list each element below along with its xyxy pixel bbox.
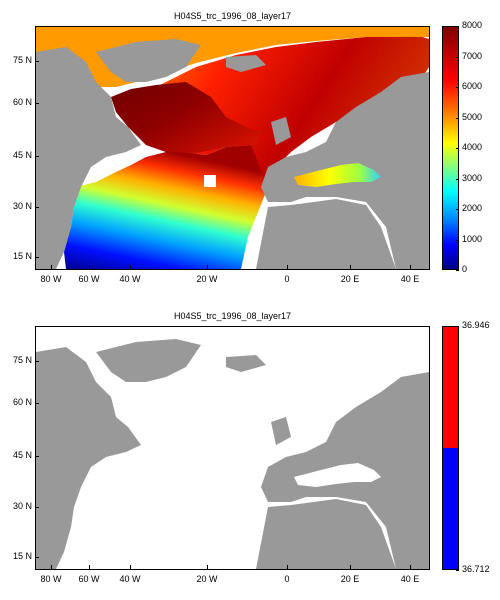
longitude-tick — [287, 565, 288, 569]
colorbar-tick — [456, 148, 459, 149]
longitude-tick — [350, 565, 351, 569]
colorbar-tick-label: 8000 — [462, 20, 483, 30]
colorbar-tick-label: 0 — [462, 264, 468, 274]
longitude-label: 40 E — [400, 274, 420, 284]
latitude-label: 45 N — [12, 150, 32, 160]
latitude-tick — [35, 456, 39, 457]
latitude-label: 15 N — [12, 251, 32, 261]
map-title: H04S5_trc_1996_08_layer17 — [173, 11, 292, 21]
colorbar-tick-label: 1000 — [462, 233, 483, 244]
colorbar-tick-label: 7000 — [462, 50, 483, 61]
tracer-map-svg — [36, 27, 429, 269]
longitude-tick — [410, 265, 411, 269]
colorbar-tick — [456, 270, 459, 271]
colorbar-tick-label: 5000 — [462, 111, 483, 122]
longitude-label: 60 W — [78, 274, 100, 284]
mask-map — [35, 326, 430, 570]
bottom-map-panel: H04S5_trc_1996_08_layer17 75 N 60 N 45 N 30… — [0, 300, 500, 600]
mask-map-svg — [36, 339, 429, 569]
longitude-tick — [350, 265, 351, 269]
longitude-tick — [89, 265, 90, 269]
colorbar-tick-label: 36.712 — [462, 564, 490, 574]
colorbar-tick-label: 2000 — [462, 203, 483, 213]
latitude-label: 15 N — [12, 551, 32, 561]
subtropical-field — [64, 145, 268, 269]
latitude-tick — [35, 361, 39, 362]
latitude-label: 30 N — [12, 501, 32, 511]
latitude-label: 45 N — [12, 450, 32, 460]
longitude-label: 20 W — [196, 274, 218, 284]
colorbar-tick — [456, 87, 459, 88]
colorbar-tick — [456, 239, 459, 241]
longitude-label: 20 W — [196, 574, 218, 584]
longitude-tick — [130, 265, 131, 269]
mediterranean-field — [294, 163, 381, 187]
colorbar-tick — [456, 26, 459, 27]
latitude-tick — [35, 103, 39, 104]
no-data-gap — [204, 175, 216, 187]
colorbar-tick-label: 4000 — [462, 142, 483, 152]
colorbar — [442, 326, 459, 570]
colorbar-tick-label: 36.946 — [462, 320, 490, 330]
labrador-sea-field — [111, 82, 261, 153]
colorbar-tick — [456, 56, 459, 58]
latitude-tick — [35, 207, 39, 208]
colorbar-tick-label: 6000 — [462, 81, 483, 91]
land — [36, 339, 429, 569]
top-map-panel: H04S5_trc_1996_08_layer17 — [12, 11, 483, 284]
longitude-label: 20 E — [340, 274, 360, 284]
colorbar-tick — [456, 570, 459, 571]
mediterranean-sea — [294, 463, 381, 487]
latitude-tick — [35, 61, 39, 62]
longitude-label: 40 W — [119, 574, 141, 584]
tracer-map — [35, 26, 430, 270]
colorbar-tick-label: 3000 — [462, 172, 483, 183]
latitude-label: 75 N — [12, 55, 32, 65]
longitude-label: 40 W — [119, 274, 141, 284]
longitude-tick — [410, 565, 411, 569]
longitude-tick — [130, 565, 131, 569]
colorbar-tick — [456, 117, 459, 119]
colorbar-tick — [456, 326, 459, 327]
latitude-tick — [35, 156, 39, 157]
longitude-tick — [51, 265, 52, 269]
longitude-label: 20 E — [340, 574, 360, 584]
colorbar-tick — [456, 209, 459, 210]
latitude-label: 30 N — [12, 201, 32, 211]
colorbar-tick — [456, 178, 459, 180]
longitude-tick — [89, 565, 90, 569]
latitude-tick — [35, 257, 39, 258]
longitude-tick — [207, 565, 208, 569]
latitude-tick — [35, 507, 39, 508]
longitude-tick — [287, 265, 288, 269]
longitude-tick — [51, 565, 52, 569]
latitude-label: 75 N — [12, 355, 32, 365]
longitude-label: 80 W — [40, 574, 62, 584]
latitude-label: 60 N — [12, 397, 32, 407]
longitude-label: 40 E — [400, 574, 420, 584]
latitude-tick — [35, 557, 39, 558]
longitude-label: 0 — [284, 274, 290, 284]
longitude-tick — [207, 265, 208, 269]
longitude-label: 80 W — [40, 274, 62, 284]
latitude-tick — [35, 403, 39, 404]
longitude-label: 0 — [284, 574, 290, 584]
map-title: H04S5_trc_1996_08_layer17 — [173, 311, 292, 321]
longitude-label: 60 W — [78, 574, 100, 584]
latitude-label: 60 N — [12, 97, 32, 107]
